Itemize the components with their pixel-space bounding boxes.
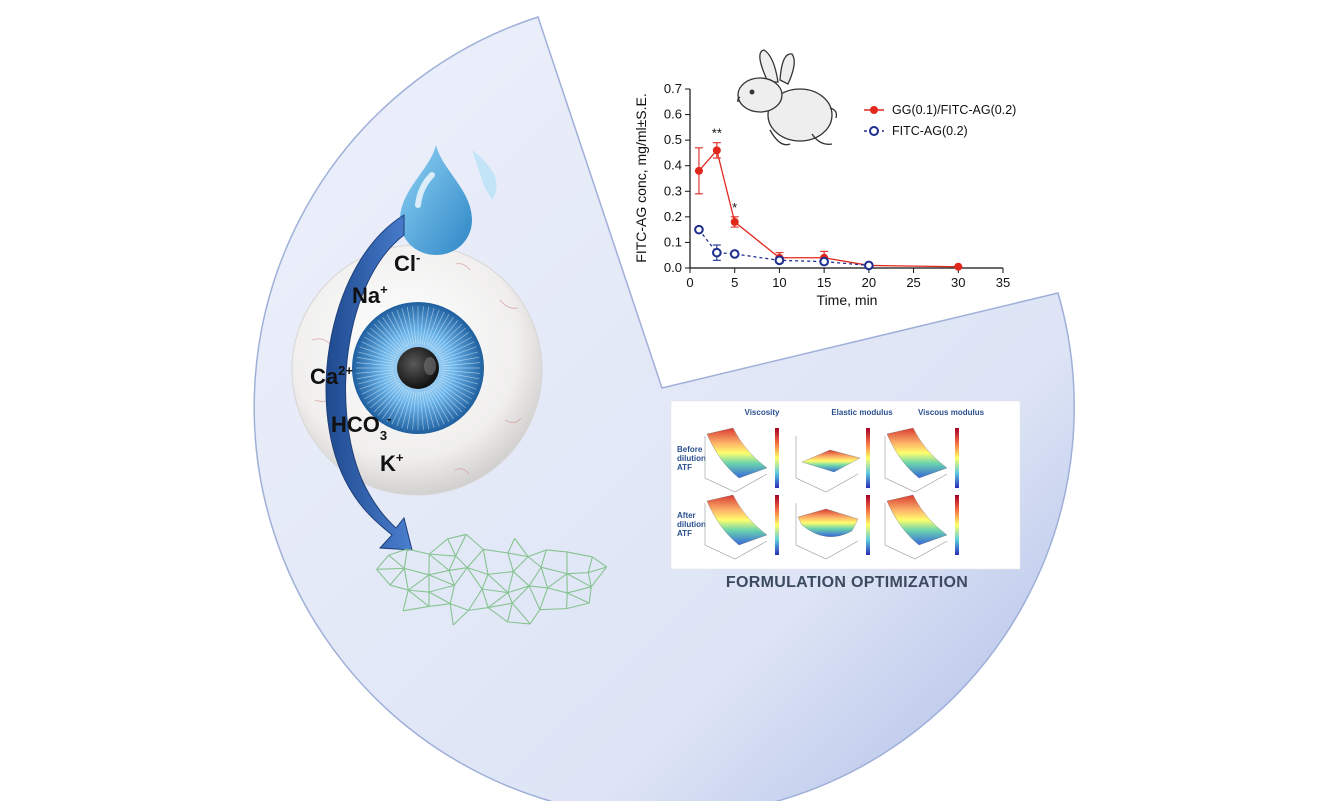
eye-drop bbox=[400, 145, 497, 255]
colorbar bbox=[955, 495, 959, 555]
data-point bbox=[864, 260, 874, 271]
legend-label-series-2: FITC-AG(0.2) bbox=[892, 124, 968, 138]
y-tick-label: 0.5 bbox=[664, 132, 682, 147]
y-tick-label: 0.2 bbox=[664, 209, 682, 224]
x-tick-label: 15 bbox=[817, 275, 831, 290]
chart-legend: GG(0.1)/FITC-AG(0.2) FITC-AG(0.2) bbox=[864, 103, 1016, 138]
rabbit-icon bbox=[737, 49, 838, 146]
significance-label: ** bbox=[712, 126, 722, 141]
x-axis-title: Time, min bbox=[817, 292, 878, 308]
panel-col-title-elastic: Elastic modulus bbox=[831, 408, 893, 417]
x-tick-label: 35 bbox=[996, 275, 1010, 290]
panel-col-title-viscosity: Viscosity bbox=[745, 408, 781, 417]
x-tick-label: 25 bbox=[906, 275, 920, 290]
y-tick-label: 0.1 bbox=[664, 234, 682, 249]
colorbar bbox=[955, 428, 959, 488]
x-tick-label: 30 bbox=[951, 275, 965, 290]
y-tick-label: 0.0 bbox=[664, 260, 682, 275]
y-tick-label: 0.6 bbox=[664, 107, 682, 122]
y-axis-title: FITC-AG conc, mg/ml±S.E. bbox=[633, 93, 649, 262]
data-point bbox=[729, 249, 740, 259]
ion-potassium: K+ bbox=[380, 450, 404, 476]
legend-label-series-1: GG(0.1)/FITC-AG(0.2) bbox=[892, 103, 1016, 117]
data-point bbox=[730, 217, 739, 226]
surface-plot-5 bbox=[795, 495, 870, 560]
x-tick-label: 10 bbox=[772, 275, 786, 290]
surface-plot-1 bbox=[704, 427, 779, 493]
colorbar bbox=[775, 495, 779, 555]
data-point bbox=[694, 224, 704, 235]
flow-arrow bbox=[325, 214, 413, 551]
series-line-2 bbox=[698, 229, 869, 267]
legend-marker-red bbox=[870, 106, 878, 114]
ion-calcium: Ca2+ bbox=[310, 363, 353, 389]
surface-plot-2 bbox=[795, 428, 870, 493]
series-line-1 bbox=[698, 149, 959, 268]
significance-label: * bbox=[732, 200, 737, 215]
legend-marker-blue bbox=[869, 126, 879, 136]
data-point bbox=[819, 256, 829, 267]
panel-row-label-before: Before dilution ATF bbox=[677, 445, 708, 472]
ion-chloride: Cl- bbox=[394, 250, 420, 276]
data-point bbox=[954, 262, 963, 271]
ion-bicarbonate: HCO3- bbox=[331, 411, 391, 443]
y-tick-label: 0.3 bbox=[664, 183, 682, 198]
data-point bbox=[694, 166, 703, 175]
colorbar bbox=[866, 495, 870, 555]
y-tick-label: 0.7 bbox=[664, 81, 682, 96]
colorbar bbox=[866, 428, 870, 488]
data-point bbox=[774, 255, 785, 266]
surface-plot-6 bbox=[884, 494, 959, 560]
x-tick-label: 5 bbox=[731, 275, 738, 290]
concentration-chart: 0 5 10 15 20 25 30 35 0.0 0.1 0.2 0.3 0.4 0.5 0.6 0.7 *… bbox=[633, 81, 1010, 308]
data-point bbox=[712, 247, 722, 258]
formulation-panel: Viscosity Elastic modulus Viscous modulu… bbox=[670, 400, 1021, 591]
y-tick-label: 0.4 bbox=[664, 158, 682, 173]
panel-col-title-viscous: Viscous modulus bbox=[918, 408, 985, 417]
panel-row-label-after: After dilution ATF bbox=[677, 511, 708, 538]
ion-sodium: Na+ bbox=[352, 282, 388, 308]
formulation-caption: FORMULATION OPTIMIZATION bbox=[726, 574, 968, 591]
data-point bbox=[712, 146, 721, 155]
surface-plot-3 bbox=[884, 427, 959, 493]
colorbar bbox=[775, 428, 779, 488]
x-tick-label: 20 bbox=[862, 275, 876, 290]
gel-network bbox=[376, 533, 607, 626]
eyeball bbox=[291, 244, 543, 496]
surface-plot-4 bbox=[704, 494, 779, 560]
x-tick-label: 0 bbox=[686, 275, 693, 290]
